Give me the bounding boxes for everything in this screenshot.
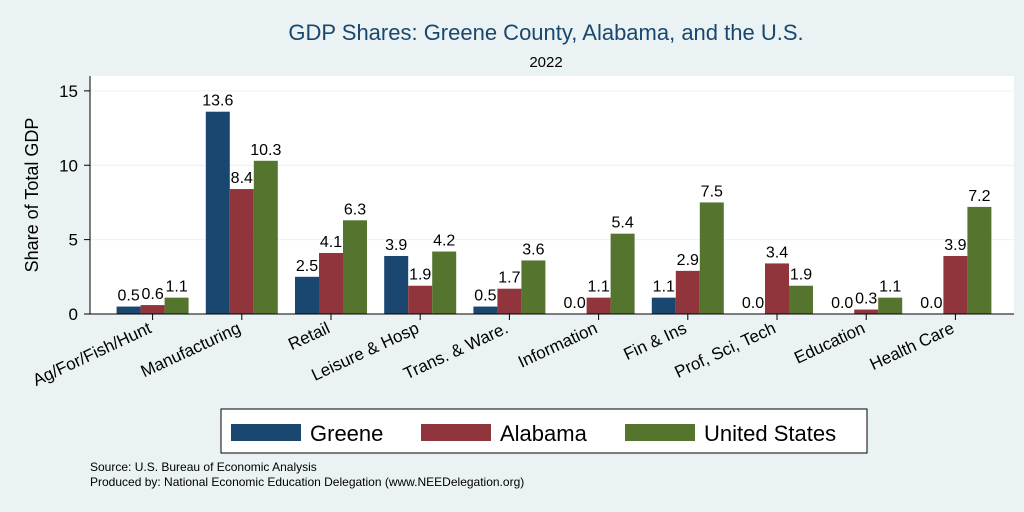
x-tick-label: Fin & Ins	[621, 318, 690, 364]
bar-value-label: 1.9	[790, 267, 812, 284]
bar-value-label: 3.4	[766, 244, 788, 261]
legend-swatch	[625, 424, 695, 441]
bar	[473, 306, 498, 314]
y-tick-label: 0	[69, 305, 78, 324]
bar	[586, 297, 611, 314]
bar-value-label: 5.4	[611, 215, 633, 232]
bar	[116, 306, 141, 314]
bar	[384, 255, 409, 314]
bar	[343, 220, 367, 314]
legend-swatch	[231, 424, 301, 441]
bar-value-label: 2.5	[296, 258, 318, 275]
bar	[967, 206, 992, 314]
legend-box	[220, 408, 868, 454]
bar-value-label: 2.9	[677, 252, 699, 269]
bar	[943, 255, 968, 314]
bar-value-label: 0.5	[474, 288, 496, 305]
x-tick-label: Ag/For/Fish/Hunt	[30, 318, 155, 390]
bar-value-label: 13.6	[202, 93, 233, 110]
bar-value-label: 0.0	[563, 295, 585, 312]
legend-label: United States	[704, 421, 836, 446]
legend-label: Greene	[310, 421, 383, 446]
bar	[205, 111, 230, 314]
bar-value-label: 6.3	[344, 201, 366, 218]
x-tick-label: Information	[515, 318, 600, 371]
bar-value-label: 4.2	[433, 233, 455, 250]
y-ticks: 0 5 10 15	[59, 82, 90, 324]
bar	[432, 251, 457, 314]
bar	[497, 288, 522, 314]
x-tick-label: Manufacturing	[138, 318, 244, 381]
bar	[651, 297, 676, 314]
bar	[319, 253, 343, 314]
bar-value-label: 1.1	[165, 279, 187, 296]
bar-value-label: 0.0	[831, 295, 853, 312]
bar-value-label: 3.9	[944, 237, 966, 254]
chart-title: GDP Shares: Greene County, Alabama, and …	[288, 20, 803, 45]
bar-value-label: 1.9	[409, 267, 431, 284]
bars	[116, 111, 992, 314]
bar	[229, 189, 254, 314]
bar-value-label: 1.1	[879, 279, 901, 296]
bar-value-label: 0.0	[920, 295, 942, 312]
bar-value-label: 10.3	[250, 142, 281, 159]
legend-label: Alabama	[500, 421, 588, 446]
bar	[854, 309, 879, 314]
x-tick-label: Education	[791, 318, 868, 367]
bar-value-label: 4.1	[320, 234, 342, 251]
bar	[610, 233, 635, 314]
bar-value-label: 1.7	[498, 270, 520, 287]
bar-value-label: 0.5	[117, 288, 139, 305]
y-tick-label: 10	[59, 156, 78, 175]
bar	[253, 160, 278, 314]
bar	[675, 270, 700, 314]
chart-subtitle: 2022	[529, 54, 562, 71]
bar	[878, 297, 903, 314]
bar-value-label: 1.1	[587, 279, 609, 296]
bar-value-label: 3.9	[385, 237, 407, 254]
legend-swatch	[421, 424, 491, 441]
bar-value-label: 8.4	[231, 170, 253, 187]
bar	[140, 305, 165, 314]
x-tick-label: Health Care	[867, 318, 957, 374]
bar	[408, 285, 433, 314]
bar-value-label: 3.6	[522, 241, 544, 258]
bar	[765, 263, 789, 314]
bar	[295, 276, 319, 314]
bar-value-label: 0.0	[742, 295, 764, 312]
value-labels: 0.5 0.6 1.113.68.410.32.54.16.33.91.94.20.…	[117, 93, 990, 312]
produced-by-note: Produced by: National Economic Education…	[90, 475, 525, 489]
bar	[699, 202, 724, 314]
y-tick-label: 15	[59, 82, 78, 101]
legend-items: Greene Alabama United States	[231, 421, 836, 446]
y-axis-label: Share of Total GDP	[22, 118, 42, 273]
x-tick-label: Retail	[285, 318, 332, 354]
bar-value-label: 0.3	[855, 291, 877, 308]
bar-value-label: 1.1	[653, 279, 675, 296]
y-tick-label: 5	[69, 231, 78, 250]
bar-value-label: 7.5	[701, 183, 723, 200]
bar-value-label: 7.2	[968, 188, 990, 205]
source-note: Source: U.S. Bureau of Economic Analysis	[90, 460, 317, 474]
bar	[164, 297, 189, 314]
bar	[521, 260, 546, 314]
bar-value-label: 0.6	[141, 286, 163, 303]
x-tick-label: Prof, Sci, Tech	[672, 318, 779, 381]
legend: Greene Alabama United States	[220, 408, 868, 454]
bar	[789, 285, 813, 314]
